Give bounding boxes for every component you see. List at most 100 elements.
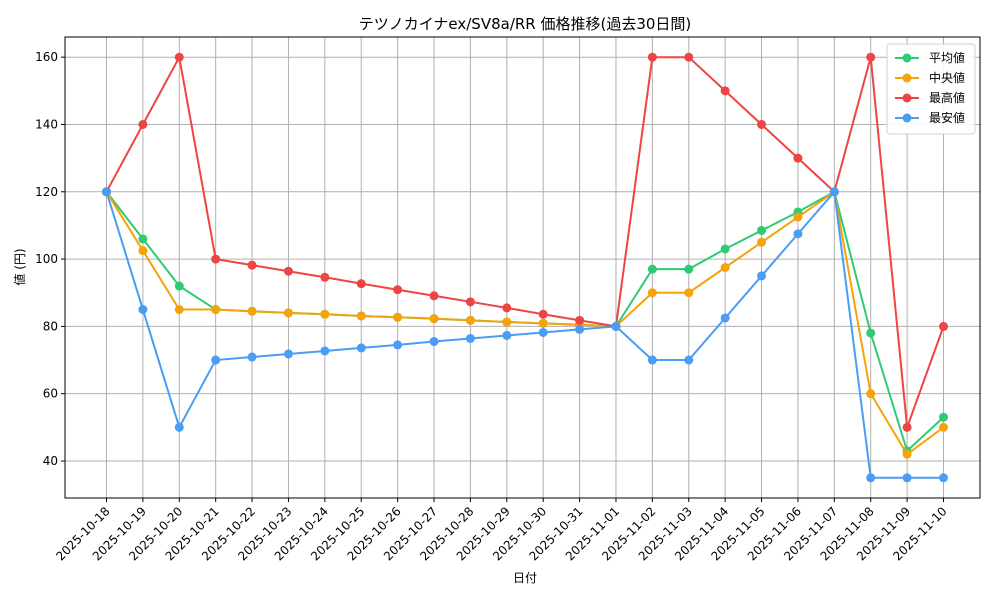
series-point-3: [283, 349, 293, 359]
series-point-1: [283, 308, 293, 318]
series-point-0: [174, 281, 184, 291]
legend-marker: [902, 73, 912, 83]
series-point-3: [793, 229, 803, 239]
series-point-1: [684, 288, 694, 298]
series-point-1: [393, 312, 403, 322]
series-point-3: [720, 313, 730, 323]
series-point-3: [174, 422, 184, 432]
series-point-0: [939, 412, 948, 422]
x-axis-label: 日付: [513, 571, 537, 585]
series-point-3: [684, 355, 694, 365]
series-point-0: [720, 244, 730, 254]
y-tick-label: 80: [43, 319, 58, 333]
series-point-1: [211, 305, 221, 315]
series-point-2: [902, 422, 912, 432]
series-point-1: [647, 288, 657, 298]
series-point-3: [829, 187, 839, 197]
series-point-2: [757, 119, 767, 129]
series-point-2: [320, 272, 330, 282]
series-point-3: [465, 334, 475, 344]
series-point-3: [939, 473, 948, 483]
y-axis-label: 値 (円): [12, 248, 27, 285]
series-point-1: [174, 305, 184, 315]
series-layer: [102, 52, 948, 483]
legend-box: [886, 43, 976, 135]
legend-marker: [902, 113, 912, 123]
series-point-3: [866, 473, 876, 483]
series-point-2: [538, 309, 548, 319]
series-line-1: [105, 190, 945, 456]
y-tick-label: 60: [43, 387, 58, 401]
series-point-3: [211, 355, 221, 365]
series-point-3: [575, 324, 585, 334]
series-point-2: [393, 285, 403, 295]
series-point-2: [575, 315, 585, 325]
series-point-3: [320, 346, 330, 356]
series-point-3: [393, 340, 403, 350]
series-point-1: [866, 389, 876, 399]
series-point-0: [684, 264, 694, 274]
series-point-3: [611, 321, 621, 331]
series-point-2: [502, 303, 512, 313]
series-point-3: [356, 343, 366, 353]
series-point-2: [283, 266, 293, 276]
series-point-2: [793, 153, 803, 163]
series-point-1: [502, 317, 512, 327]
series-point-3: [502, 330, 512, 340]
series-point-1: [793, 212, 803, 222]
series-point-2: [211, 254, 221, 264]
series-point-2: [356, 279, 366, 289]
series-point-2: [247, 260, 257, 270]
series-point-3: [102, 187, 111, 197]
series-point-1: [939, 422, 948, 432]
series-point-1: [138, 246, 148, 256]
series-point-2: [174, 52, 184, 62]
series-point-1: [902, 449, 912, 459]
series-point-2: [684, 52, 694, 62]
series-point-0: [647, 264, 657, 274]
series-point-1: [465, 315, 475, 325]
series-point-0: [866, 328, 876, 338]
series-point-2: [939, 321, 948, 331]
series-point-3: [538, 327, 548, 337]
legend-marker: [902, 53, 912, 63]
series-point-1: [320, 309, 330, 319]
series-point-3: [647, 355, 657, 365]
series-point-2: [138, 119, 148, 129]
plot-frame: [64, 36, 981, 499]
series-point-1: [757, 237, 767, 247]
y-tick-label: 120: [35, 185, 58, 199]
y-tick-label: 100: [35, 252, 58, 266]
series-point-1: [720, 263, 730, 272]
legend-label: 中央値: [929, 70, 965, 85]
series-point-3: [902, 473, 912, 483]
legend-label: 最安値: [929, 110, 965, 125]
series-point-3: [757, 271, 767, 281]
series-point-1: [429, 314, 439, 324]
series-point-3: [138, 305, 148, 315]
grid-lines: [65, 37, 980, 498]
series-point-2: [465, 297, 475, 307]
y-tick-label: 160: [35, 50, 58, 64]
series-point-0: [138, 234, 148, 244]
series-line-3: [105, 189, 944, 479]
series-point-1: [356, 311, 366, 321]
y-axis-ticks: 40 60 80 100 120 140 160: [35, 50, 65, 468]
series-point-0: [757, 225, 767, 235]
series-point-1: [247, 306, 257, 316]
y-tick-label: 40: [43, 454, 58, 468]
series-point-2: [429, 291, 439, 301]
series-point-2: [720, 86, 730, 96]
chart-title: テツノカイナex/SV8a/RR 価格推移(過去30日間): [359, 15, 692, 33]
series-point-2: [866, 52, 876, 62]
series-line-2: [105, 54, 945, 428]
series-point-3: [429, 337, 439, 347]
legend-marker: [902, 93, 912, 103]
series-point-2: [647, 52, 657, 62]
series-point-3: [247, 352, 257, 362]
legend-label: 最高値: [929, 90, 965, 105]
series-point-1: [538, 318, 548, 328]
